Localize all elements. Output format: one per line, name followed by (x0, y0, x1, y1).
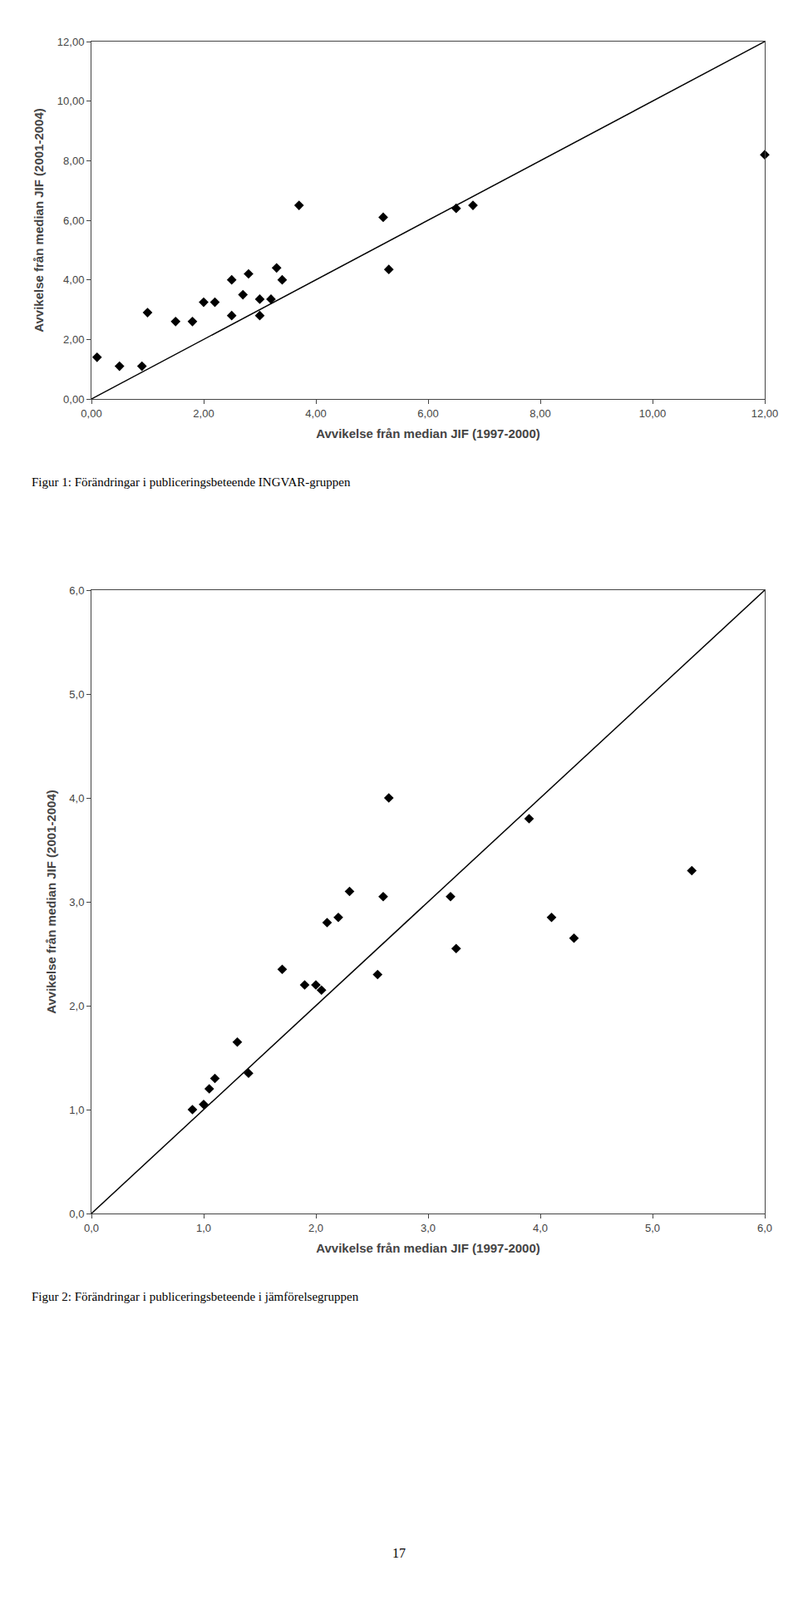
svg-text:Avvikelse från median JIF (199: Avvikelse från median JIF (1997-2000) (315, 426, 541, 441)
svg-text:2,0: 2,0 (308, 1221, 324, 1235)
svg-text:1,0: 1,0 (196, 1221, 212, 1235)
svg-text:10,00: 10,00 (57, 94, 85, 108)
svg-text:0,0: 0,0 (68, 1207, 84, 1221)
svg-text:10,00: 10,00 (639, 407, 667, 420)
svg-text:Avvikelse från median JIF (200: Avvikelse från median JIF (2001-2004) (44, 789, 59, 1015)
svg-text:0,00: 0,00 (63, 393, 84, 406)
svg-text:1,0: 1,0 (68, 1103, 84, 1117)
svg-text:6,00: 6,00 (63, 214, 84, 227)
svg-text:8,00: 8,00 (529, 407, 551, 420)
svg-text:6,00: 6,00 (417, 407, 439, 420)
svg-text:Avvikelse från median JIF (200: Avvikelse från median JIF (2001-2004) (31, 108, 46, 333)
svg-text:2,00: 2,00 (63, 333, 84, 346)
html-text:17: 17 (392, 1546, 406, 1561)
svg-text:3,0: 3,0 (68, 896, 84, 909)
svg-text:3,0: 3,0 (420, 1221, 436, 1235)
svg-text:2,0: 2,0 (68, 999, 84, 1013)
svg-text:0,0: 0,0 (83, 1221, 99, 1235)
html-text:Figur 1: Förändringar i public: Figur 1: Förändringar i publiceringsbete… (31, 475, 351, 489)
svg-text:8,00: 8,00 (63, 154, 84, 168)
svg-text:4,0: 4,0 (68, 792, 84, 805)
svg-text:Avvikelse från median JIF (199: Avvikelse från median JIF (1997-2000) (315, 1241, 541, 1256)
svg-text:5,0: 5,0 (68, 688, 84, 701)
svg-text:4,00: 4,00 (63, 273, 84, 286)
svg-text:5,0: 5,0 (645, 1221, 661, 1235)
svg-text:4,00: 4,00 (305, 407, 326, 420)
svg-text:12,00: 12,00 (57, 35, 85, 49)
svg-text:6,0: 6,0 (757, 1221, 773, 1235)
html-text:Figur 2: Förändringar i public: Figur 2: Förändringar i publiceringsbete… (31, 1290, 359, 1304)
svg-text:2,00: 2,00 (192, 407, 214, 420)
svg-text:6,0: 6,0 (68, 584, 84, 597)
svg-text:12,00: 12,00 (751, 407, 779, 420)
svg-text:4,0: 4,0 (532, 1221, 548, 1235)
svg-text:0,00: 0,00 (80, 407, 102, 420)
